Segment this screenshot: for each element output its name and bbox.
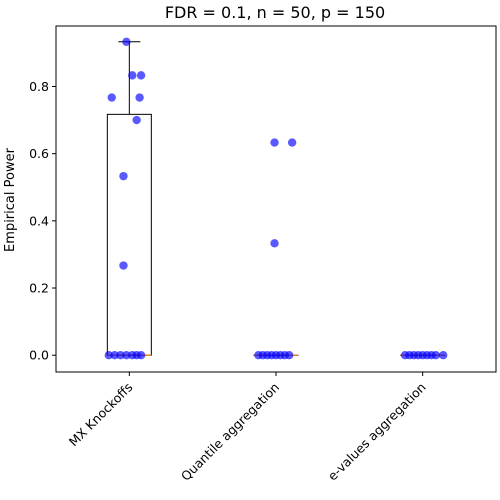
data-point [431,351,441,360]
data-point [110,351,119,360]
data-point [119,261,128,270]
x-tick-label: e-values aggregation [325,380,429,484]
x-tick-label: Quantile aggregation [178,380,282,484]
y-tick-label: 0.2 [29,281,49,296]
data-point [136,351,146,360]
data-point [135,93,144,102]
box-1 [106,41,152,356]
y-axis: 0.0 0.2 0.4 0.6 0.8 [29,79,56,363]
y-tick-label: 0.4 [29,213,49,228]
y-axis-label: Empirical Power [3,147,18,252]
data-point [270,239,279,248]
data-point [270,138,279,147]
axes-frame [55,25,497,373]
x-tick-label: MX Knockoffs [66,380,136,450]
data-point [136,71,146,80]
box-iqr [106,113,152,356]
data-point [116,351,125,360]
data-point [104,351,114,360]
plot-area [104,37,448,360]
data-point [122,37,131,46]
y-tick-label: 0.8 [29,79,49,94]
data-point [119,171,128,181]
data-point [122,351,131,360]
data-point [107,93,116,102]
y-tick-label: 0.6 [29,146,49,161]
data-point [132,115,141,125]
x-axis: MX Knockoffs Quantile aggregation e-values… [66,372,429,484]
chart-title: FDR = 0.1, n = 50, p = 150 [165,3,385,22]
data-point [128,71,137,80]
data-point [287,138,297,147]
data-point [439,351,448,360]
y-tick-label: 0.0 [29,348,49,363]
data-point [285,351,294,360]
